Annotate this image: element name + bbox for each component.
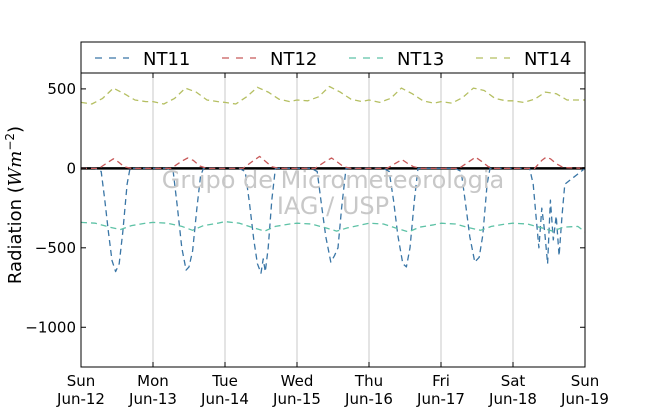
y-axis-label: Radiation (Wm−2)	[3, 126, 26, 284]
x-tick-label-day: Sun	[571, 372, 600, 390]
x-tick-label-date: Jun-13	[128, 390, 177, 408]
x-tick-label-day: Sun	[67, 372, 96, 390]
grid	[152, 73, 514, 367]
x-tick-label-day: Sat	[501, 372, 526, 390]
legend-frame	[80, 41, 586, 74]
series-line-nt14	[80, 85, 585, 105]
x-tick-label-day: Wed	[281, 372, 314, 390]
legend-entries: NT11 NT12 NT13 NT14	[95, 49, 571, 70]
legend-label-nt11: NT11	[143, 49, 190, 70]
x-tick-label-date: Jun-15	[272, 390, 321, 408]
x-tick-label-date: Jun-14	[200, 390, 249, 408]
y-axis-label-unit: Wm	[5, 151, 26, 187]
series-lines	[80, 85, 586, 274]
legend-label-nt13: NT13	[397, 49, 444, 70]
plot-frame	[80, 72, 586, 368]
x-tick-label-day: Mon	[137, 372, 169, 390]
y-tick-label: −1000	[25, 318, 76, 336]
axis-ticks: SunJun-12MonJun-13TueJun-14WedJun-15ThuJ…	[25, 73, 609, 408]
y-axis-label-exp: −2	[3, 133, 17, 151]
y-tick-label: −500	[35, 239, 76, 257]
y-tick-label: 500	[47, 80, 76, 98]
x-tick-label-date: Jun-19	[560, 390, 609, 408]
series-line-nt13	[80, 220, 586, 233]
x-tick-label-date: Jun-12	[56, 390, 105, 408]
y-tick-label: 0	[66, 159, 76, 177]
legend-label-nt12: NT12	[270, 49, 317, 70]
watermark: Grupo de Micrometeorologia IAG / USP	[162, 166, 504, 220]
watermark-line-1: Grupo de Micrometeorologia	[162, 166, 504, 194]
y-axis-label-main: Radiation (	[5, 186, 26, 284]
legend-label-nt14: NT14	[524, 49, 571, 70]
x-tick-label-date: Jun-17	[416, 390, 465, 408]
x-tick-label-date: Jun-16	[344, 390, 393, 408]
watermark-line-2: IAG / USP	[277, 192, 389, 220]
legend: NT11 NT12 NT13 NT14	[80, 41, 586, 74]
x-tick-label-day: Tue	[211, 372, 238, 390]
x-tick-label-date: Jun-18	[488, 390, 537, 408]
x-tick-label-day: Thu	[354, 372, 383, 390]
x-tick-label-day: Fri	[432, 372, 450, 390]
y-axis-label-close: )	[5, 126, 26, 133]
